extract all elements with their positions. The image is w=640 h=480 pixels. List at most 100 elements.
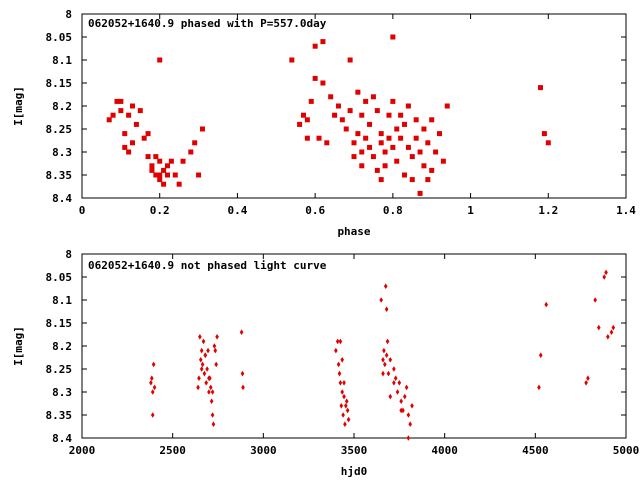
data-point xyxy=(206,347,210,354)
y-tick-label: 8.2 xyxy=(52,100,72,113)
data-point xyxy=(337,370,342,377)
chart-panel-2: 2000 2500 3000 3500 4000 4500 5000 8 8.05 8.1 8.15… xyxy=(12,248,639,478)
data-point xyxy=(538,352,543,358)
data-point xyxy=(205,366,209,372)
y-tick-label: 8.3 xyxy=(52,386,72,399)
data-point xyxy=(341,412,345,418)
data-point xyxy=(386,370,391,377)
data-point xyxy=(382,347,386,354)
data-point xyxy=(385,338,390,345)
data-point xyxy=(343,421,347,427)
data-point xyxy=(402,393,407,400)
data-point xyxy=(390,144,396,150)
data-point xyxy=(405,144,411,150)
data-point xyxy=(339,403,344,409)
data-point xyxy=(157,57,163,63)
y-tick-label: 8.35 xyxy=(46,409,73,422)
data-point xyxy=(208,384,213,391)
y-tick-label: 8 xyxy=(65,8,72,21)
data-point xyxy=(359,163,365,169)
data-point xyxy=(417,149,423,155)
data-point xyxy=(421,163,427,169)
data-point xyxy=(359,112,365,118)
data-point xyxy=(149,167,155,173)
data-point xyxy=(192,140,198,146)
data-point xyxy=(398,135,404,141)
data-point xyxy=(378,177,384,183)
data-point xyxy=(395,389,400,395)
data-point xyxy=(133,121,139,127)
data-point xyxy=(408,421,413,427)
data-point xyxy=(541,131,547,137)
data-point xyxy=(207,375,211,381)
data-point xyxy=(409,154,415,160)
data-point xyxy=(606,334,610,340)
y-tick-label: 8.4 xyxy=(52,432,72,445)
data-point xyxy=(398,112,404,118)
data-point xyxy=(347,57,353,63)
data-point xyxy=(381,370,385,377)
data-point xyxy=(351,154,357,160)
data-point xyxy=(544,301,549,308)
data-point xyxy=(392,366,396,372)
data-point xyxy=(324,140,330,146)
data-point xyxy=(316,135,322,141)
data-point xyxy=(425,140,431,146)
data-point xyxy=(381,357,385,363)
data-point xyxy=(164,163,170,169)
data-point xyxy=(413,117,419,123)
data-point xyxy=(597,324,601,331)
data-point xyxy=(198,334,202,340)
data-point xyxy=(444,103,450,109)
data-point xyxy=(150,412,155,418)
data-point xyxy=(338,380,343,386)
x-tick-label: 2500 xyxy=(159,444,186,457)
data-point xyxy=(328,94,334,100)
data-point xyxy=(545,140,551,146)
data-point xyxy=(390,34,396,40)
x-tick-label: 2000 xyxy=(69,444,96,457)
data-point xyxy=(404,384,409,391)
data-point xyxy=(320,39,326,45)
data-point xyxy=(196,384,200,391)
data-point xyxy=(150,375,154,381)
data-point xyxy=(153,154,159,160)
data-point xyxy=(421,126,427,132)
data-point xyxy=(410,403,414,409)
data-point xyxy=(397,380,402,386)
data-point xyxy=(198,357,203,363)
data-point xyxy=(340,389,345,395)
data-point xyxy=(188,149,194,155)
data-point xyxy=(161,167,167,173)
data-point xyxy=(355,89,361,95)
data-point xyxy=(393,375,398,381)
data-point xyxy=(312,43,318,49)
x-axis-label: phase xyxy=(337,225,370,238)
data-point xyxy=(168,158,174,164)
y-tick-label: 8.2 xyxy=(52,340,72,353)
x-tick-label: 3000 xyxy=(250,444,277,457)
data-point xyxy=(436,131,442,137)
data-point xyxy=(304,117,310,123)
data-point xyxy=(409,177,415,183)
data-point xyxy=(342,380,346,386)
data-point xyxy=(300,112,306,118)
data-point xyxy=(157,172,163,178)
data-point xyxy=(359,149,365,155)
data-point xyxy=(214,361,218,368)
data-point xyxy=(401,407,405,414)
data-point xyxy=(384,306,389,312)
data-point xyxy=(210,389,215,395)
data-point xyxy=(399,398,403,404)
data-point xyxy=(383,283,388,289)
chart-title: 062052+1640.9 not phased light curve xyxy=(88,259,327,272)
data-point xyxy=(342,393,346,400)
data-point xyxy=(383,361,387,368)
data-point xyxy=(339,117,345,123)
data-point xyxy=(332,112,338,118)
data-point xyxy=(118,98,124,104)
data-point xyxy=(340,357,345,363)
data-point xyxy=(586,375,590,381)
data-point xyxy=(602,274,607,280)
data-point xyxy=(609,329,614,335)
